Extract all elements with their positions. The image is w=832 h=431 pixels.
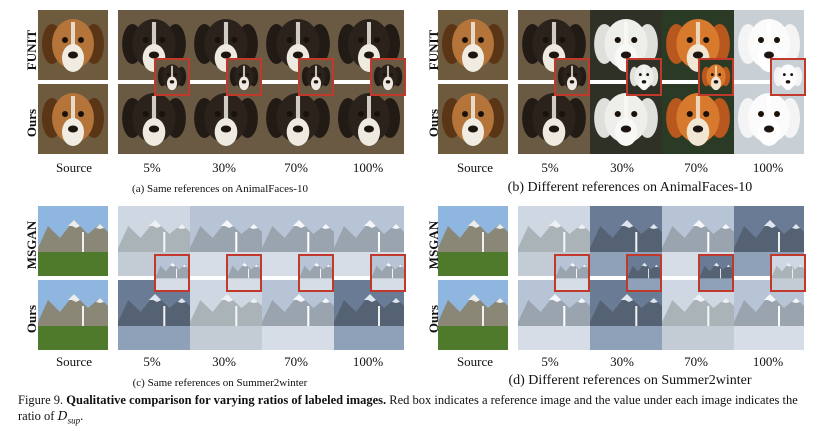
result-image xyxy=(190,10,262,80)
col-label-100: 100% xyxy=(352,354,384,369)
reference-image xyxy=(698,254,734,292)
source-image xyxy=(38,280,108,350)
reference-image xyxy=(298,254,334,292)
col-label-source: Source xyxy=(55,354,93,369)
col-label-source: Source xyxy=(456,354,494,369)
reference-image xyxy=(626,58,662,96)
col-label-5: 5% xyxy=(541,160,559,175)
source-image xyxy=(38,84,108,154)
reference-image xyxy=(370,58,406,96)
col-label-source: Source xyxy=(456,160,494,175)
caption-end: . xyxy=(80,409,84,423)
result-image xyxy=(734,84,804,154)
reference-image xyxy=(554,254,590,292)
reference-image xyxy=(626,254,662,292)
figure-title: Qualitative comparison for varying ratio… xyxy=(66,393,387,407)
result-image xyxy=(190,280,262,350)
reference-image xyxy=(554,58,590,96)
col-label-30: 30% xyxy=(610,160,634,175)
col-label-5: 5% xyxy=(541,354,559,369)
col-label-70: 70% xyxy=(684,354,708,369)
col-label-5: 5% xyxy=(143,160,161,175)
result-image xyxy=(334,84,404,154)
source-image xyxy=(438,10,508,80)
source-image xyxy=(438,280,508,350)
col-label-100: 100% xyxy=(752,160,784,175)
math-symbol: Dsup xyxy=(57,408,81,426)
figure-caption: Figure 9. Qualitative comparison for var… xyxy=(18,392,818,429)
result-image xyxy=(518,84,590,154)
col-label-100: 100% xyxy=(352,160,384,175)
source-image xyxy=(438,84,508,154)
col-label-5: 5% xyxy=(143,354,161,369)
result-image xyxy=(734,10,804,80)
reference-image xyxy=(154,254,190,292)
reference-image xyxy=(770,58,806,96)
col-label-30: 30% xyxy=(212,160,236,175)
col-label-30: 30% xyxy=(212,354,236,369)
reference-image xyxy=(770,254,806,292)
reference-image xyxy=(154,58,190,96)
reference-image xyxy=(226,254,262,292)
col-label-30: 30% xyxy=(610,354,634,369)
reference-image xyxy=(370,254,406,292)
subcaption-c: (c) Same references on Summer2winter xyxy=(132,377,308,389)
reference-image xyxy=(298,58,334,96)
col-label-70: 70% xyxy=(684,160,708,175)
result-image xyxy=(334,10,404,80)
subcaption-b: (b) Different references on AnimalFaces-… xyxy=(507,180,753,195)
source-image xyxy=(38,206,108,276)
figure-description: Red box indicates a reference image and … xyxy=(18,393,798,423)
col-label-100: 100% xyxy=(752,354,784,369)
col-label-70: 70% xyxy=(284,160,308,175)
subcaption-a: (a) Same references on AnimalFaces-10 xyxy=(132,183,308,195)
subcaption-d: (d) Different references on Summer2winte… xyxy=(508,373,752,388)
source-image xyxy=(438,206,508,276)
figure-number: Figure 9. xyxy=(18,393,64,407)
reference-image xyxy=(698,58,734,96)
col-label-70: 70% xyxy=(284,354,308,369)
reference-image xyxy=(226,58,262,96)
col-label-source: Source xyxy=(55,160,93,175)
source-image xyxy=(38,10,108,80)
